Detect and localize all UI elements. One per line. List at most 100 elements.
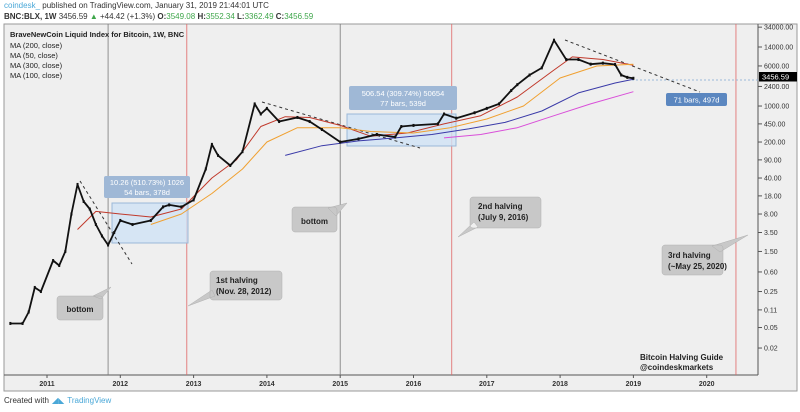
trendline-2018[interactable] [564,39,701,93]
callout-halving-3-line1: 3rd halving [668,251,711,260]
price-point [498,102,501,106]
x-tick-label: 2017 [479,381,495,388]
price-point [510,89,513,93]
close-label: C: [275,12,285,21]
callout-bottom-1[interactable]: bottom [56,286,112,321]
price-point [27,310,30,314]
price-point [552,38,555,42]
price-point [528,73,531,77]
callout-halving-2-line1: 2nd halving [478,202,523,211]
price-point [33,285,36,289]
legend-ma100[interactable]: MA (100, close) [10,71,63,80]
price-point [210,142,213,146]
price-point [265,106,268,110]
y-tick-label: 18.00 [764,193,782,200]
x-tick-label: 2012 [113,381,129,388]
price-point [88,207,91,211]
low-label: L: [237,12,245,21]
price-point [320,128,323,132]
measure-1-line2: 54 bars, 378d [124,188,170,197]
callout-bottom-2[interactable]: bottom [291,202,348,233]
callout-bottom-2-text: bottom [301,217,328,226]
price-point [473,111,476,115]
legend-ma200[interactable]: MA (200, close) [10,41,63,50]
price-point [58,264,61,268]
y-tick-label: 40.00 [764,176,782,183]
callout-halving-3[interactable]: 3rd halving (~May 25, 2020) [661,234,749,276]
legend-ma50[interactable]: MA (50, close) [10,51,58,60]
price-point [308,120,311,124]
last-price-tag-text: 3456.59 [762,72,789,81]
price-point [394,135,397,139]
price-point [278,120,281,124]
price-point [39,290,42,294]
y-tick-label: 0.11 [764,307,777,314]
price-point [229,164,232,168]
y-tick-label: 0.60 [764,269,778,276]
measure-label-2 [349,86,457,110]
price-point [339,140,342,144]
price-point [119,218,122,222]
x-tick-label: 2016 [406,381,422,388]
measure-box-2[interactable] [346,113,457,147]
trendline-2011[interactable] [79,180,133,265]
price-point [76,182,79,186]
price-point [601,61,604,65]
low-value: 3362.49 [244,12,274,21]
publish-info: coindesk_ published on TradingView.com, … [4,1,269,10]
price-point [516,83,519,87]
x-tick-label: 2011 [39,381,54,388]
x-tick-label: 2014 [259,381,275,388]
y-tick-label: 34000.00 [764,25,793,32]
y-tick-label: 3.50 [764,230,778,237]
last-price-tag [759,72,797,82]
high-value: 3552.34 [205,12,235,21]
y-tick-label: 1.50 [764,249,778,256]
price-point [52,259,55,263]
y-tick-label: 6000.00 [764,63,789,70]
price-point [296,115,299,119]
last-price: 3456.59 [58,12,88,21]
symbol: BNC:BLX, 1W [4,12,57,21]
price-point [259,112,262,116]
legend-ma300[interactable]: MA (300, close) [10,61,63,70]
price-point [64,249,67,253]
price-point [70,212,73,216]
price-point [100,234,103,238]
callout-halving-1[interactable]: 1st halving (Nov. 28, 2012) [187,270,283,307]
price-point [107,243,110,247]
x-tick-label: 2018 [552,381,568,388]
credit-line1: Bitcoin Halving Guide [640,353,724,362]
price-point [180,205,183,209]
y-tick-label: 200.00 [764,140,786,147]
price-point [113,231,116,235]
price-point [614,63,617,67]
x-tick-label: 2013 [186,381,202,388]
measure-box-1[interactable] [111,202,189,244]
publisher-link[interactable]: coindesk_ [4,1,41,10]
y-tick-label: 14000.00 [764,45,793,52]
price-point [620,73,623,77]
callout-halving-2[interactable]: 2nd halving (July 9, 2016) [457,196,542,238]
price-point [632,76,635,80]
price-point [131,223,134,227]
price-point [485,106,488,110]
price-point [626,75,629,79]
measure-1-line1: 10.26 (510.73%) 1026 [110,178,184,187]
up-arrow-icon: ▲ [89,12,98,21]
measure-2-line1: 506.54 (309.74%) 50654 [362,89,445,98]
measure-3-line1: 71 bars, 497d [674,96,720,105]
y-tick-label: 0.25 [764,289,778,296]
published-text: published on TradingView.com, January 31… [42,1,269,10]
callout-halving-3-line2: (~May 25, 2020) [668,262,727,271]
price-point [21,321,24,325]
price-point [577,58,580,62]
callout-halving-1-line2: (Nov. 28, 2012) [216,287,272,296]
measure-label-3 [666,93,727,106]
price-point [204,167,207,171]
price-series-line [10,39,634,325]
tradingview-logo-icon[interactable]: ◢◣ [51,396,65,405]
tradingview-brand[interactable]: TradingView [67,396,112,405]
x-tick-label: 2020 [699,381,715,388]
